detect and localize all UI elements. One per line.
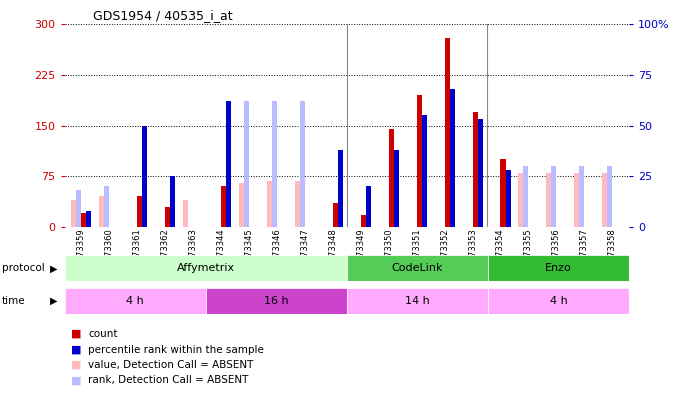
Text: Affymetrix: Affymetrix bbox=[177, 263, 235, 273]
Bar bbox=[165, 207, 170, 227]
Bar bbox=[205, 288, 347, 314]
Bar bbox=[488, 255, 629, 281]
Bar bbox=[579, 166, 584, 227]
Text: ■: ■ bbox=[71, 360, 82, 370]
Bar bbox=[546, 173, 551, 227]
Text: ■: ■ bbox=[71, 375, 82, 385]
Bar bbox=[394, 150, 398, 227]
Bar bbox=[607, 166, 612, 227]
Bar bbox=[82, 213, 86, 227]
Text: 4 h: 4 h bbox=[126, 296, 144, 306]
Bar bbox=[272, 101, 277, 227]
Text: percentile rank within the sample: percentile rank within the sample bbox=[88, 345, 265, 354]
Bar bbox=[76, 190, 82, 227]
Bar bbox=[347, 288, 488, 314]
Text: 16 h: 16 h bbox=[264, 296, 288, 306]
Text: value, Detection Call = ABSENT: value, Detection Call = ABSENT bbox=[88, 360, 254, 370]
Text: protocol: protocol bbox=[2, 263, 45, 273]
Text: Enzo: Enzo bbox=[545, 263, 572, 273]
Bar bbox=[142, 126, 148, 227]
Bar bbox=[473, 112, 477, 227]
Bar bbox=[445, 38, 449, 227]
Bar bbox=[389, 129, 394, 227]
Bar bbox=[422, 115, 427, 227]
Bar bbox=[417, 95, 422, 227]
Bar bbox=[99, 196, 104, 227]
Bar bbox=[239, 183, 244, 227]
Bar bbox=[333, 203, 338, 227]
Bar bbox=[104, 186, 109, 227]
Text: ▶: ▶ bbox=[50, 263, 58, 273]
Bar bbox=[505, 170, 511, 227]
Bar bbox=[347, 255, 488, 281]
Bar bbox=[477, 119, 483, 227]
Bar bbox=[295, 181, 300, 227]
Text: 14 h: 14 h bbox=[405, 296, 430, 306]
Bar bbox=[449, 89, 455, 227]
Text: ■: ■ bbox=[71, 345, 82, 354]
Bar bbox=[71, 200, 76, 227]
Text: CodeLink: CodeLink bbox=[392, 263, 443, 273]
Bar bbox=[300, 101, 305, 227]
Text: ▶: ▶ bbox=[50, 296, 58, 306]
Bar bbox=[524, 166, 528, 227]
Bar bbox=[366, 186, 371, 227]
Bar bbox=[226, 101, 231, 227]
Bar bbox=[574, 173, 579, 227]
Bar bbox=[518, 173, 524, 227]
Bar bbox=[551, 166, 556, 227]
Text: time: time bbox=[2, 296, 26, 306]
Bar bbox=[86, 211, 91, 227]
Bar bbox=[267, 181, 272, 227]
Bar bbox=[244, 101, 249, 227]
Bar bbox=[361, 215, 366, 227]
Bar bbox=[602, 173, 607, 227]
Bar bbox=[500, 159, 505, 227]
Bar bbox=[137, 196, 142, 227]
Text: rank, Detection Call = ABSENT: rank, Detection Call = ABSENT bbox=[88, 375, 249, 385]
Text: count: count bbox=[88, 329, 118, 339]
Bar bbox=[338, 150, 343, 227]
Bar bbox=[65, 288, 205, 314]
Text: 4 h: 4 h bbox=[549, 296, 567, 306]
Bar bbox=[170, 176, 175, 227]
Bar bbox=[221, 186, 226, 227]
Bar bbox=[183, 200, 188, 227]
Text: GDS1954 / 40535_i_at: GDS1954 / 40535_i_at bbox=[92, 9, 233, 22]
Bar bbox=[65, 255, 347, 281]
Text: ■: ■ bbox=[71, 329, 82, 339]
Bar bbox=[488, 288, 629, 314]
